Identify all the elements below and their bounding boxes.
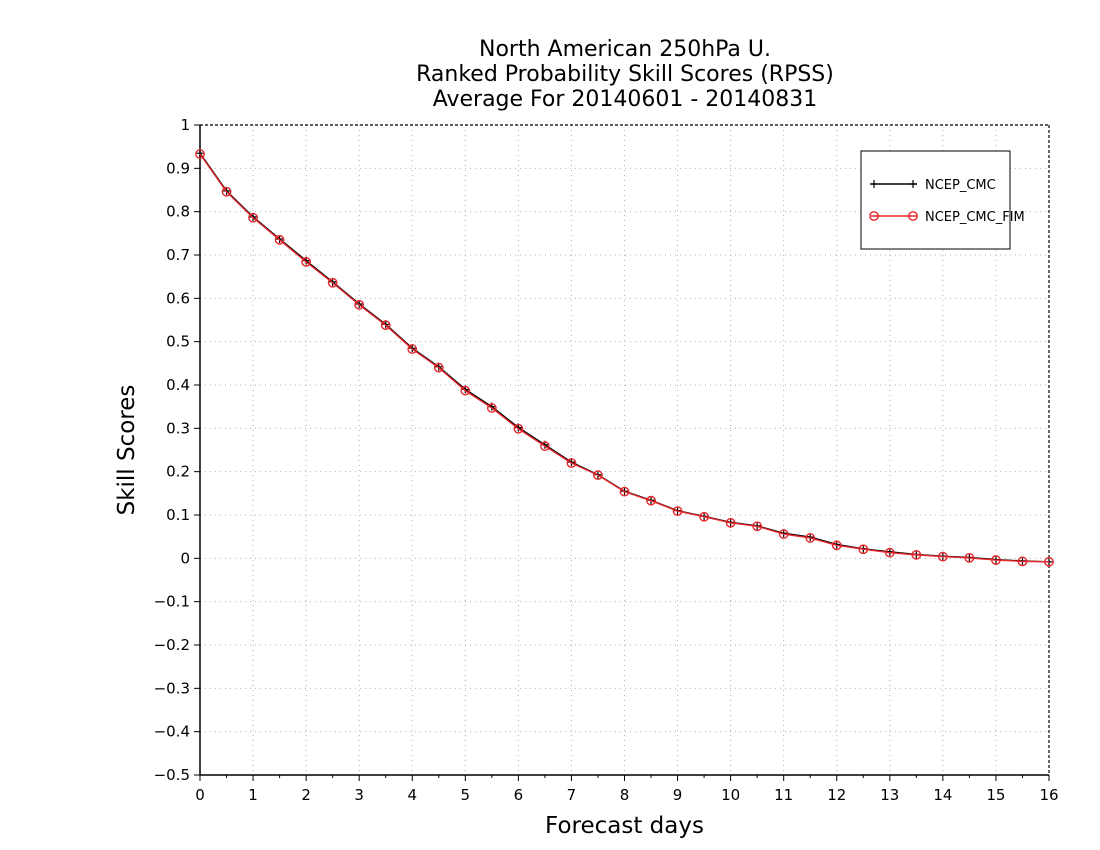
y-tick-label: 0.2 — [166, 463, 190, 481]
data-point — [646, 495, 656, 506]
x-tick-label: 9 — [673, 786, 683, 804]
data-point — [699, 511, 709, 522]
y-tick-label: 0.8 — [166, 203, 190, 221]
data-point — [911, 549, 922, 560]
data-point — [778, 529, 789, 539]
y-axis-label: Skill Scores — [114, 385, 140, 516]
data-point — [1044, 556, 1054, 567]
y-tick-label: −0.4 — [154, 723, 190, 741]
x-tick-label: 14 — [933, 786, 952, 804]
data-point — [566, 458, 577, 468]
data-point — [619, 486, 630, 497]
data-point — [858, 544, 869, 555]
data-point — [195, 149, 205, 159]
y-tick-label: −0.5 — [154, 766, 190, 784]
y-tick-label: 0.9 — [166, 159, 190, 177]
data-point — [407, 344, 418, 354]
y-tick-label: −0.1 — [154, 593, 190, 611]
legend-label: NCEP_CMC — [925, 178, 996, 193]
x-tick-label: 1 — [248, 786, 258, 804]
data-point — [884, 547, 895, 558]
x-tick-label: 16 — [1039, 786, 1058, 804]
x-tick-label: 13 — [880, 786, 899, 804]
data-point — [593, 470, 603, 481]
legend-label: NCEP_CMC_FIM — [925, 210, 1025, 225]
x-tick-label: 2 — [301, 786, 311, 804]
data-point — [725, 517, 736, 528]
data-point — [752, 521, 763, 532]
x-tick-label: 4 — [407, 786, 417, 804]
legend-marker — [909, 180, 917, 188]
legend: NCEP_CMC NCEP_CMC_FIM — [860, 150, 1025, 250]
data-point — [486, 403, 497, 413]
data-point — [540, 441, 550, 451]
y-tick-label: 0.3 — [166, 419, 190, 437]
x-tick-label: 3 — [354, 786, 364, 804]
data-point — [831, 540, 842, 551]
legend-marker — [870, 180, 878, 188]
data-point — [937, 551, 948, 562]
data-point — [221, 186, 232, 197]
y-tick-label: 0.7 — [166, 246, 190, 264]
data-point — [964, 553, 975, 563]
legend-box — [860, 150, 1011, 250]
data-point — [380, 320, 391, 331]
x-axis-label: Forecast days — [545, 813, 704, 839]
y-tick-label: 0.6 — [166, 289, 190, 307]
y-tick-label: 0.1 — [166, 506, 190, 524]
data-point — [513, 423, 524, 434]
y-tick-label: −0.2 — [154, 636, 190, 654]
x-tick-label: 7 — [567, 786, 577, 804]
x-tick-label: 12 — [827, 786, 846, 804]
legend-marker — [869, 211, 879, 221]
chart-title-line-1: North American 250hPa U. — [479, 37, 771, 62]
x-tick-label: 11 — [774, 786, 793, 804]
y-tick-label: 0.4 — [166, 376, 190, 394]
data-point — [301, 257, 312, 267]
y-tick-label: 1 — [180, 116, 190, 134]
x-tick-label: 8 — [620, 786, 630, 804]
data-point — [248, 212, 258, 223]
grid-lines — [200, 125, 1049, 775]
y-tick-label: −0.3 — [154, 679, 190, 697]
data-point — [805, 533, 816, 543]
data-point — [274, 234, 285, 245]
data-point — [672, 506, 683, 516]
series-ncep-cmc-fim — [195, 149, 1054, 567]
data-point — [991, 555, 1001, 565]
chart-title-line-2: Ranked Probability Skill Scores (RPSS) — [416, 62, 834, 87]
y-tick-label: 0.5 — [166, 333, 190, 351]
data-point — [327, 277, 338, 288]
y-tick-label: 0 — [180, 549, 190, 567]
x-tick-label: 6 — [514, 786, 524, 804]
x-tick-label: 5 — [461, 786, 471, 804]
series-line — [199, 153, 1050, 563]
data-point — [460, 385, 471, 396]
data-point — [433, 362, 444, 373]
data-point — [1017, 556, 1028, 567]
legend-marker — [908, 211, 918, 221]
chart-title-line-3: Average For 20140601 - 20140831 — [432, 87, 818, 112]
data-point — [354, 299, 365, 310]
x-tick-label: 15 — [986, 786, 1005, 804]
x-tick-label: 0 — [195, 786, 205, 804]
x-tick-label: 10 — [721, 786, 740, 804]
